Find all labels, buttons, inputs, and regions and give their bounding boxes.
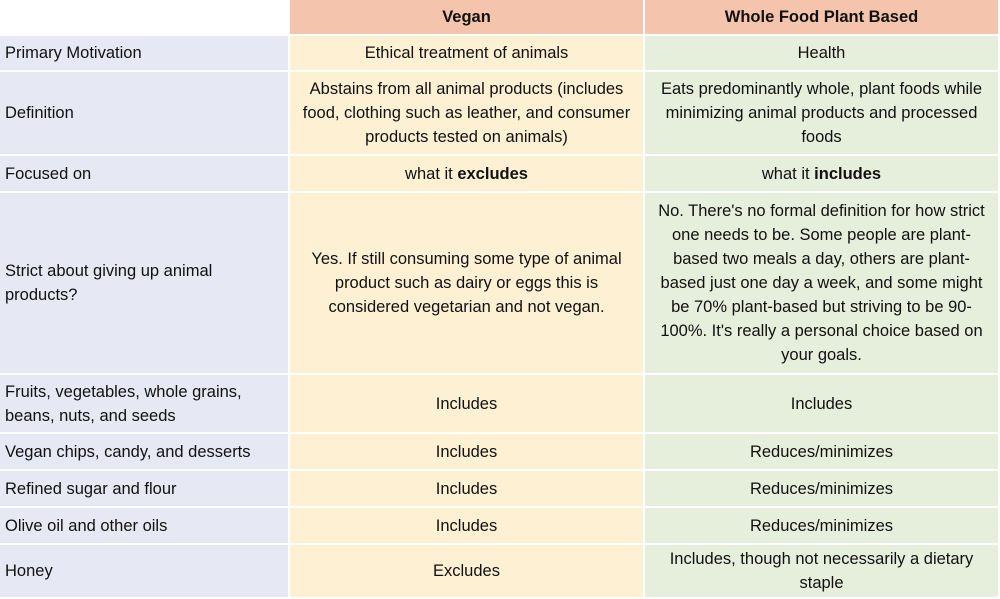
wfpb-focused-text: what it includes	[762, 162, 881, 186]
wfpb-whole-foods: Includes	[645, 375, 1000, 434]
header-wfpb: Whole Food Plant Based	[645, 0, 1000, 36]
row-label-text: Olive oil and other oils	[5, 516, 168, 535]
row-label-oils: Olive oil and other oils	[0, 508, 290, 545]
wfpb-refined-sugar: Reduces/minimizes	[645, 471, 1000, 508]
row-label-definition: Definition	[0, 72, 290, 156]
row-label-primary-motivation: Primary Motivation	[0, 36, 290, 72]
row-label-focused-on: Focused on	[0, 156, 290, 193]
header-corner	[0, 0, 290, 36]
vegan-definition: Abstains from all animal products (inclu…	[290, 72, 645, 156]
header-vegan-text: Vegan	[442, 8, 491, 26]
row-label-text: Vegan chips, candy, and desserts	[5, 442, 251, 461]
vegan-cell-text: Includes	[435, 442, 498, 461]
vegan-strictness: Yes. If still consuming some type of ani…	[290, 193, 645, 375]
vegan-whole-foods: Includes	[290, 375, 645, 434]
row-label-vegan-snacks: Vegan chips, candy, and desserts	[0, 434, 290, 471]
wfpb-definition: Eats predominantly whole, plant foods wh…	[645, 72, 1000, 156]
vegan-primary-motivation: Ethical treatment of animals	[290, 36, 645, 72]
vegan-snacks: Includes	[290, 434, 645, 471]
row-label-refined-sugar: Refined sugar and flour	[0, 471, 290, 508]
wfpb-cell-text: Health	[797, 44, 846, 62]
wfpb-cell-text: Reduces/minimizes	[749, 516, 894, 535]
wfpb-honey: Includes, though not necessarily a dieta…	[645, 545, 1000, 599]
vegan-cell-text: Includes	[435, 516, 498, 535]
wfpb-oils: Reduces/minimizes	[645, 508, 1000, 545]
row-label-text: Fruits, vegetables, whole grains, beans,…	[5, 382, 242, 425]
wfpb-cell-text: Includes, though not necessarily a dieta…	[669, 550, 974, 592]
wfpb-primary-motivation: Health	[645, 36, 1000, 72]
vegan-cell-text: Includes	[435, 479, 498, 498]
row-label-whole-foods: Fruits, vegetables, whole grains, beans,…	[0, 375, 290, 434]
row-label-text: Strict about giving up animal products?	[5, 262, 213, 304]
row-label-text: Primary Motivation	[5, 44, 142, 62]
row-label-strictness: Strict about giving up animal products?	[0, 193, 290, 375]
wfpb-strictness: No. There's no formal definition for how…	[645, 193, 1000, 375]
wfpb-focused-on: what it includes	[645, 156, 1000, 193]
header-wfpb-text: Whole Food Plant Based	[724, 8, 919, 26]
vegan-focused-emphasis: excludes	[457, 164, 528, 183]
row-label-honey: Honey	[0, 545, 290, 599]
vegan-cell-text: Excludes	[433, 562, 500, 580]
row-label-text: Refined sugar and flour	[5, 479, 177, 498]
vegan-refined-sugar: Includes	[290, 471, 645, 508]
vegan-cell-text: Yes. If still consuming some type of ani…	[311, 250, 622, 316]
vegan-focused-on: what it excludes	[290, 156, 645, 193]
vegan-oils: Includes	[290, 508, 645, 545]
header-vegan: Vegan	[290, 0, 645, 36]
vegan-honey: Excludes	[290, 545, 645, 599]
row-label-text: Focused on	[5, 164, 92, 183]
vegan-cell-text: Ethical treatment of animals	[364, 44, 569, 62]
row-label-text: Honey	[5, 562, 53, 580]
vegan-cell-text: Includes	[435, 394, 498, 413]
vegan-focused-text: what it excludes	[405, 162, 528, 186]
wfpb-cell-text: Eats predominantly whole, plant foods wh…	[660, 80, 983, 146]
wfpb-cell-text: Includes	[790, 394, 853, 413]
vegan-focused-prefix: what it	[405, 164, 458, 183]
wfpb-cell-text: No. There's no formal definition for how…	[658, 202, 985, 364]
wfpb-focused-emphasis: includes	[814, 164, 882, 183]
row-label-text: Definition	[5, 104, 74, 122]
wfpb-cell-text: Reduces/minimizes	[749, 442, 894, 461]
wfpb-cell-text: Reduces/minimizes	[749, 479, 894, 498]
vegan-cell-text: Abstains from all animal products (inclu…	[302, 80, 631, 146]
wfpb-focused-prefix: what it	[761, 164, 815, 183]
wfpb-snacks: Reduces/minimizes	[645, 434, 1000, 471]
